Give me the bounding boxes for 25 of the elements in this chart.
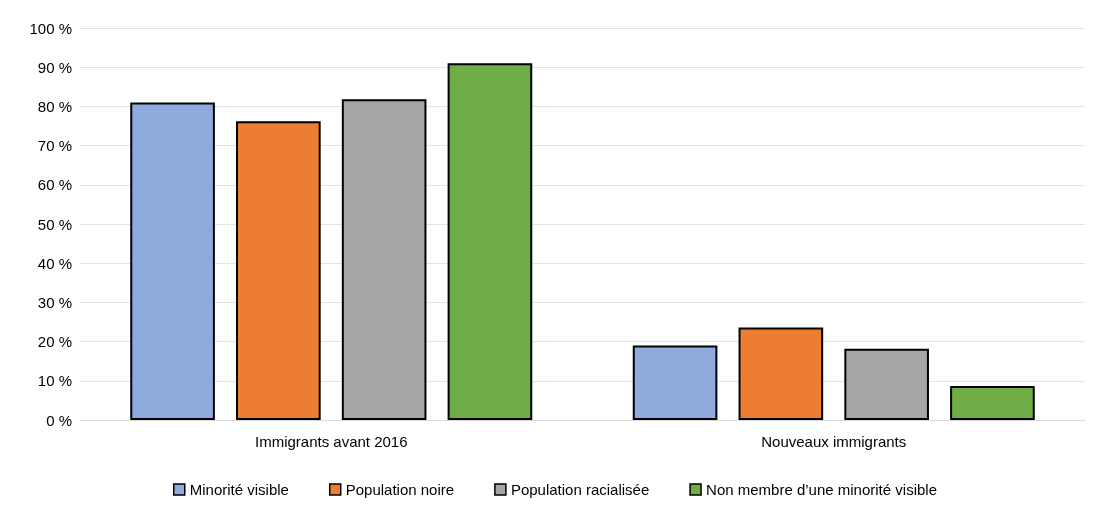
bar: [632, 345, 718, 420]
legend-label: Population noire: [345, 481, 455, 498]
x-tick-label: Nouveaux immigrants: [761, 433, 907, 450]
y-tick-label: 90 %: [37, 58, 72, 76]
y-tick-label: 10 %: [37, 372, 72, 390]
legend-label: Non membre d’une minorité visible: [706, 481, 937, 498]
bar: [236, 121, 321, 420]
x-tick-label: Immigrants avant 2016: [254, 433, 408, 450]
y-tick-label: 50 %: [37, 215, 72, 233]
bar: [447, 63, 533, 420]
y-tick-label: 60 %: [37, 176, 72, 194]
bar: [738, 327, 824, 420]
y-tick-label: 70 %: [37, 137, 72, 155]
bar: [950, 385, 1035, 420]
y-tick-label: 100 %: [29, 19, 72, 37]
bar: [844, 348, 929, 420]
legend-label: Minorité visible: [189, 481, 289, 498]
y-tick-label: 0 %: [46, 411, 72, 429]
y-tick-label: 30 %: [37, 293, 72, 311]
y-tick-label: 20 %: [37, 333, 72, 351]
bar: [341, 99, 427, 420]
bar: [130, 102, 215, 420]
legend-label: Population racialisée: [510, 481, 650, 498]
y-tick-label: 40 %: [37, 254, 72, 272]
y-tick-label: 80 %: [37, 97, 72, 115]
